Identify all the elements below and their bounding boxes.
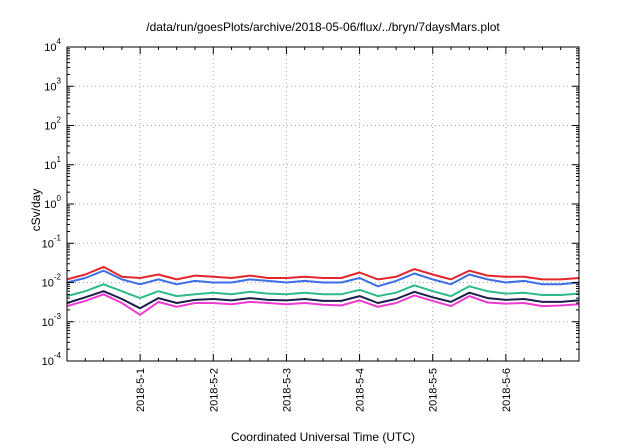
y-tick-exponent: -4: [54, 351, 62, 360]
y-tick-exponent: 2: [57, 116, 62, 125]
y-tick-base: 10: [44, 42, 56, 54]
y-tick-base: 10: [42, 356, 54, 368]
y-tick-base: 10: [42, 317, 54, 329]
y-tick-exponent: -1: [54, 233, 62, 242]
series-line-5: [66, 293, 580, 316]
y-tick-base: 10: [44, 160, 56, 172]
y-tick-base: 10: [44, 81, 56, 93]
y-tick-base: 10: [44, 121, 56, 133]
x-tick-label: 2018-5-5: [428, 368, 440, 412]
y-axis-label: cSv/day: [29, 189, 43, 232]
y-tick-base: 10: [44, 199, 56, 211]
y-tick-exponent: 4: [57, 37, 62, 46]
x-axis: 2018-5-1 2018-5-2 2018-5-3 2018-5-4 2018-5-5…: [84, 47, 562, 412]
x-axis-label: Coordinated Universal Time (UTC): [231, 430, 415, 444]
y-tick-label: 102: [44, 116, 61, 133]
y-tick-exponent: 1: [57, 155, 62, 164]
series-line-1: [66, 265, 580, 281]
y-tick-label: 10-1: [42, 233, 62, 250]
series-line-3: [66, 283, 580, 300]
y-tick-label: 104: [44, 37, 61, 54]
y-tick-base: 10: [42, 238, 54, 250]
chart-title: /data/run/goesPlots/archive/2018-05-06/f…: [146, 20, 500, 34]
series-line-2: [66, 269, 580, 288]
series-layer: [66, 265, 580, 316]
x-tick-label: 2018-5-4: [355, 368, 367, 412]
y-tick-exponent: -2: [54, 273, 62, 282]
y-tick-label: 101: [44, 155, 61, 172]
x-tick-label: 2018-5-6: [501, 368, 513, 412]
y-tick-label: 10-4: [42, 351, 62, 368]
x-tick-label: 2018-5-2: [208, 368, 220, 412]
series-line-4: [66, 290, 580, 310]
grid-lines: [67, 47, 579, 361]
y-tick-exponent: -3: [54, 312, 62, 321]
y-tick-base: 10: [42, 278, 54, 290]
y-tick-label: 10-2: [42, 273, 62, 290]
y-tick-label: 100: [44, 194, 61, 211]
y-tick-exponent: 0: [57, 194, 62, 203]
x-tick-label: 2018-5-1: [135, 368, 147, 412]
y-tick-exponent: 3: [57, 76, 62, 85]
y-tick-label: 10-3: [42, 312, 62, 329]
x-tick-label: 2018-5-3: [281, 368, 293, 412]
y-tick-label: 103: [44, 76, 61, 93]
